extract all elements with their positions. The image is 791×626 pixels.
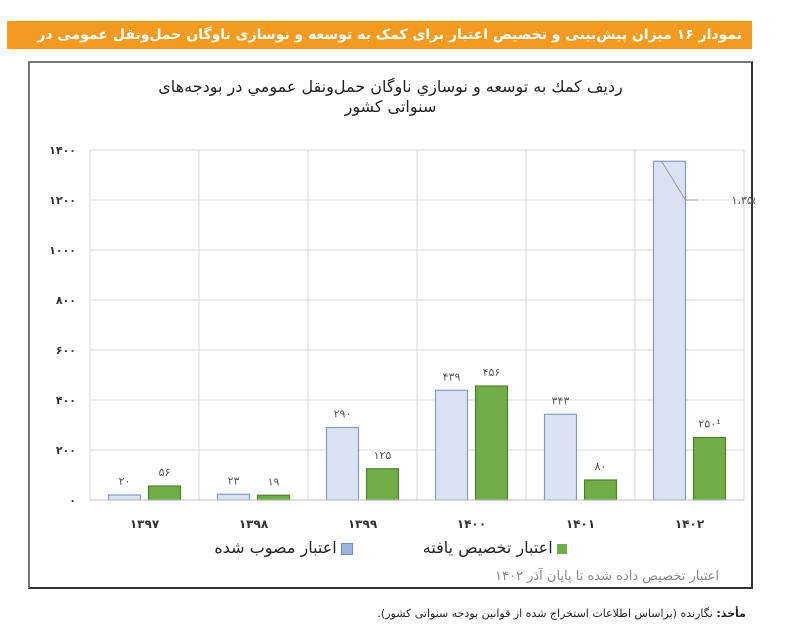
chart-title-line2: سنواتی کشور	[344, 97, 437, 116]
data-label: ۲۰	[119, 475, 131, 488]
data-label: ۱،۳۵۵	[732, 194, 756, 207]
y-tick-label: ۱۰۰۰	[49, 244, 76, 257]
bar-chart: ۰ ۲۰۰ ۴۰۰ ۶۰۰ ۸۰۰ ۱۰۰۰ ۱۲۰۰ ۱۴۰۰ ۱۳۹۷ ۲۰ ۵۶ ۱۳۹۸ ۲۳ ۱…	[49, 144, 756, 531]
bar-approved	[216, 493, 251, 501]
chart-title: رديف كمك به توسعه و نوسازي ناوگان حمل‌ون…	[30, 77, 751, 117]
y-tick-label: ۶۰۰	[56, 344, 76, 357]
data-label: ۴۵۶	[483, 366, 501, 379]
chart-title-line1: رديف كمك به توسعه و نوسازي ناوگان حمل‌ون…	[158, 77, 623, 96]
source-text: نگارنده (براساس اطلاعات استخراج شده از ق…	[377, 607, 717, 620]
y-tick-label: ۴۰۰	[56, 394, 76, 407]
data-label: ۱۲۵	[374, 449, 392, 462]
bar-approved	[434, 389, 469, 501]
data-label: ۵۶	[159, 466, 171, 479]
data-label: ۲۵۰¹	[698, 418, 720, 431]
source-note: مأخذ: نگارنده (براساس اطلاعات استخراج شد…	[377, 607, 746, 620]
data-label: ۸۰	[595, 460, 607, 473]
bar-allocated	[474, 385, 509, 501]
y-tick-label: ۲۰۰	[56, 444, 76, 457]
bar-allocated	[692, 436, 727, 501]
y-tick-label: ۸۰۰	[56, 294, 76, 307]
y-tick-label: ۱۲۰۰	[49, 194, 76, 207]
bar-allocated	[147, 485, 182, 501]
data-label: ۱۹	[268, 475, 280, 488]
x-tick-label: ۱۴۰۲	[675, 517, 705, 531]
leader-line	[661, 160, 698, 201]
legend-swatch-blue	[340, 542, 353, 555]
y-tick-label: ۱۴۰۰	[49, 144, 76, 157]
figure-caption: نمودار ۱۶ میزان پیش‌بینی و تخصیص اعتبار …	[7, 21, 752, 71]
x-tick-label: ۱۳۹۸	[239, 517, 269, 531]
y-tick-label: ۰	[69, 494, 76, 507]
bar-approved	[325, 426, 360, 501]
bar-approved	[107, 494, 142, 501]
chart-note: اعتبار تخصیص داده شده تا پایان آذر ۱۴۰۲	[495, 569, 719, 584]
bar-allocated	[256, 494, 291, 501]
x-tick-label: ۱۳۹۹	[348, 517, 378, 531]
data-label: ۲۹۰	[334, 408, 352, 421]
bar-allocated	[365, 468, 400, 501]
legend-item-approved: اعتبار مصوب شده	[214, 538, 353, 557]
x-tick-label: ۱۳۹۷	[130, 517, 160, 531]
data-label: ۲۳	[228, 474, 240, 487]
chart-frame: رديف كمك به توسعه و نوسازي ناوگان حمل‌ون…	[28, 61, 756, 589]
data-label: ۳۴۳	[552, 394, 570, 407]
bar-approved	[543, 413, 578, 501]
x-tick-label: ۱۴۰۱	[566, 517, 595, 531]
legend-label: اعتبار مصوب شده	[214, 538, 337, 557]
legend-item-allocated: اعتبار تخصیص یافته	[423, 538, 567, 557]
x-tick-label: ۱۴۰۰	[457, 517, 486, 531]
data-label: ۴۳۹	[443, 370, 461, 383]
bar-approved	[652, 160, 687, 501]
bar-allocated	[583, 479, 618, 501]
legend: اعتبار تخصیص یافته اعتبار مصوب شده	[30, 538, 751, 557]
source-label: مأخذ:	[716, 607, 746, 620]
legend-label: اعتبار تخصیص یافته	[422, 538, 553, 557]
legend-swatch-green	[556, 543, 567, 554]
